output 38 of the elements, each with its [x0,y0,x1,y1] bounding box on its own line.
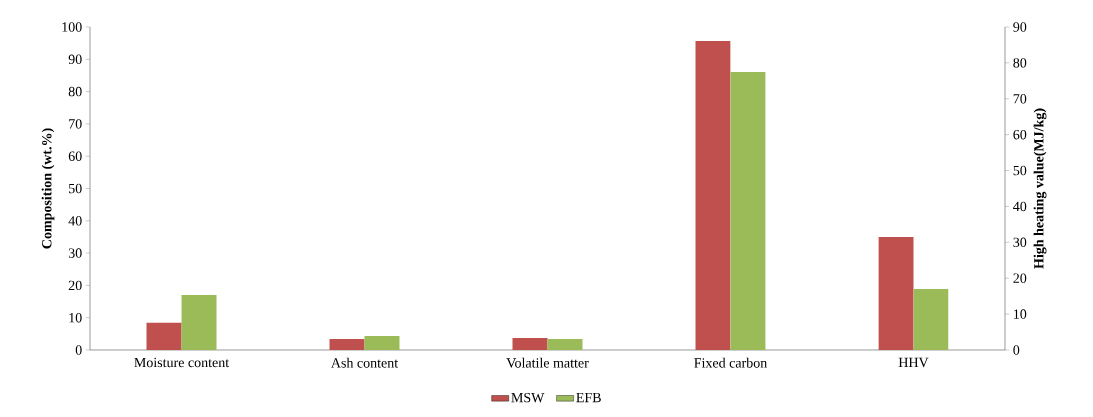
x-tick-label: Fixed carbon [694,357,768,368]
y-axis-title: Composition (wt.%) [41,128,55,249]
y2-tick-label: 50 [1013,165,1027,176]
y2-tick-label: 90 [1013,22,1027,32]
bar [512,338,548,350]
x-tick-label: Volatile matter [506,357,589,368]
x-tick-label: HHV [898,357,929,368]
y-tick-label: 50 [69,183,82,194]
y-tick-label: 80 [68,86,82,97]
legend-label: MSW [511,392,545,403]
y2-tick-label: 20 [1013,273,1027,283]
y-tick-label: 30 [68,248,82,258]
y2-tick-label: 30 [1013,237,1027,248]
y2-tick-label: 70 [1013,94,1027,104]
bar [364,336,400,350]
bar [329,339,365,350]
bar [695,40,731,350]
y-tick-label: 90 [68,54,82,65]
y2-tick-label: 40 [1013,201,1027,212]
bar [547,339,583,350]
y-tick-label: 40 [68,216,82,226]
y2-axis-title: High heating value(MJ/kg) [1033,108,1047,269]
y2-tick-label: 80 [1013,58,1027,68]
y2-tick-label: 10 [1014,309,1027,319]
bar [730,71,766,350]
y2-tick-label: 60 [1013,129,1027,140]
y-tick-label: 60 [68,151,82,161]
y-tick-label: 0 [75,345,82,355]
y2-tick-label: 0 [1013,345,1020,355]
bar [181,295,217,350]
y-tick-label: 70 [69,119,82,129]
x-tick-label: Ash content [331,357,399,368]
y-tick-label: 100 [62,22,82,32]
y-tick-label: 10 [69,312,82,323]
y-tick-label: 20 [68,280,82,291]
x-tick-label: Moisture content [134,357,230,368]
legend-label: EFB [576,392,601,403]
bar [146,322,182,350]
